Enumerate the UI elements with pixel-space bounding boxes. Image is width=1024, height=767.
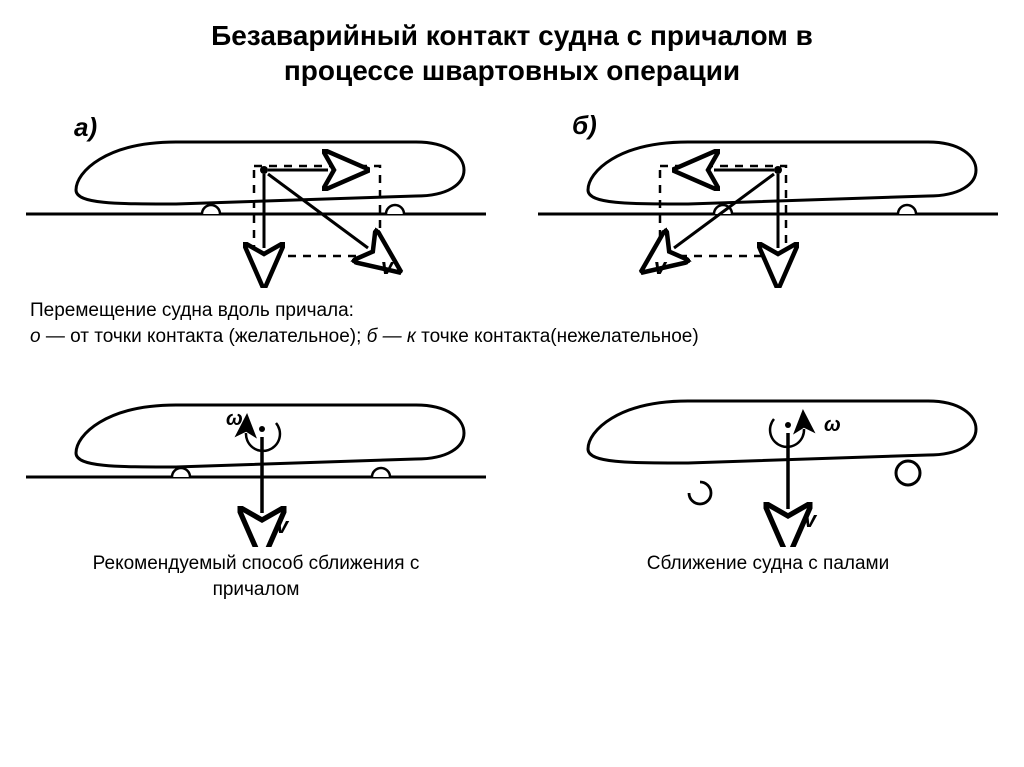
pal-solid	[896, 461, 920, 485]
caption-bottom-right: Сближение судна с палами	[538, 551, 998, 577]
title-line-2: процессе швартовных операции	[284, 55, 740, 86]
panel-b: б) v	[528, 98, 1008, 288]
ship-hull	[76, 405, 464, 467]
ship-hull	[76, 142, 464, 204]
ship-hull	[588, 142, 976, 204]
omega-label: ω	[824, 414, 841, 436]
panel-bottom-left: ω v	[16, 367, 496, 547]
ship-hull	[588, 401, 976, 463]
bottom-caption-row: Рекомендуемый способ сближения с причало…	[0, 551, 1024, 602]
caption1-line1: Перемещение судна вдоль причала:	[30, 300, 354, 321]
bollard	[898, 205, 916, 214]
v-label: v	[381, 254, 395, 279]
omega-label: ω	[226, 408, 243, 430]
omega-center-dot	[785, 422, 791, 428]
panel-a: а) v	[16, 98, 496, 288]
origin-dot	[260, 166, 268, 174]
caption-bl-l1: Рекомендуемый способ сближения с	[93, 553, 420, 574]
panel-a-label: а)	[74, 112, 97, 142]
panel-b-label: б)	[572, 110, 597, 140]
caption1-d: точке контакта(нежелательное)	[416, 326, 699, 347]
diagram-bl-svg: ω v	[16, 367, 496, 547]
title-line-1: Безаварийный контакт судна с причалом в	[211, 20, 813, 51]
diagram-b-svg: б) v	[528, 98, 1008, 288]
v-label: v	[804, 507, 818, 532]
origin-dot	[774, 166, 782, 174]
bollard	[202, 205, 220, 214]
top-caption: Перемещение судна вдоль причала: о — от …	[0, 288, 1024, 367]
top-diagram-row: а) v б)	[0, 98, 1024, 288]
caption-bottom-left: Рекомендуемый способ сближения с причало…	[26, 551, 486, 602]
v-label: v	[276, 513, 290, 538]
bollard	[372, 468, 390, 477]
caption1-b: — от точки контакта (желательное);	[41, 326, 367, 347]
bollard	[386, 205, 404, 214]
caption-br: Сближение судна с палами	[647, 553, 889, 574]
omega-center-dot	[259, 426, 265, 432]
diagram-a-svg: а) v	[16, 98, 496, 288]
bollard	[172, 468, 190, 477]
diagram-br-svg: ω v	[528, 367, 1008, 547]
caption-bl-l2: причалом	[213, 579, 300, 600]
caption1-a: о	[30, 326, 41, 347]
panel-bottom-right: ω v	[528, 367, 1008, 547]
v-label: v	[654, 254, 668, 279]
page-title: Безаварийный контакт судна с причалом в …	[0, 0, 1024, 98]
bottom-diagram-row: ω v ω	[0, 367, 1024, 547]
caption1-c: б — к	[367, 326, 416, 347]
